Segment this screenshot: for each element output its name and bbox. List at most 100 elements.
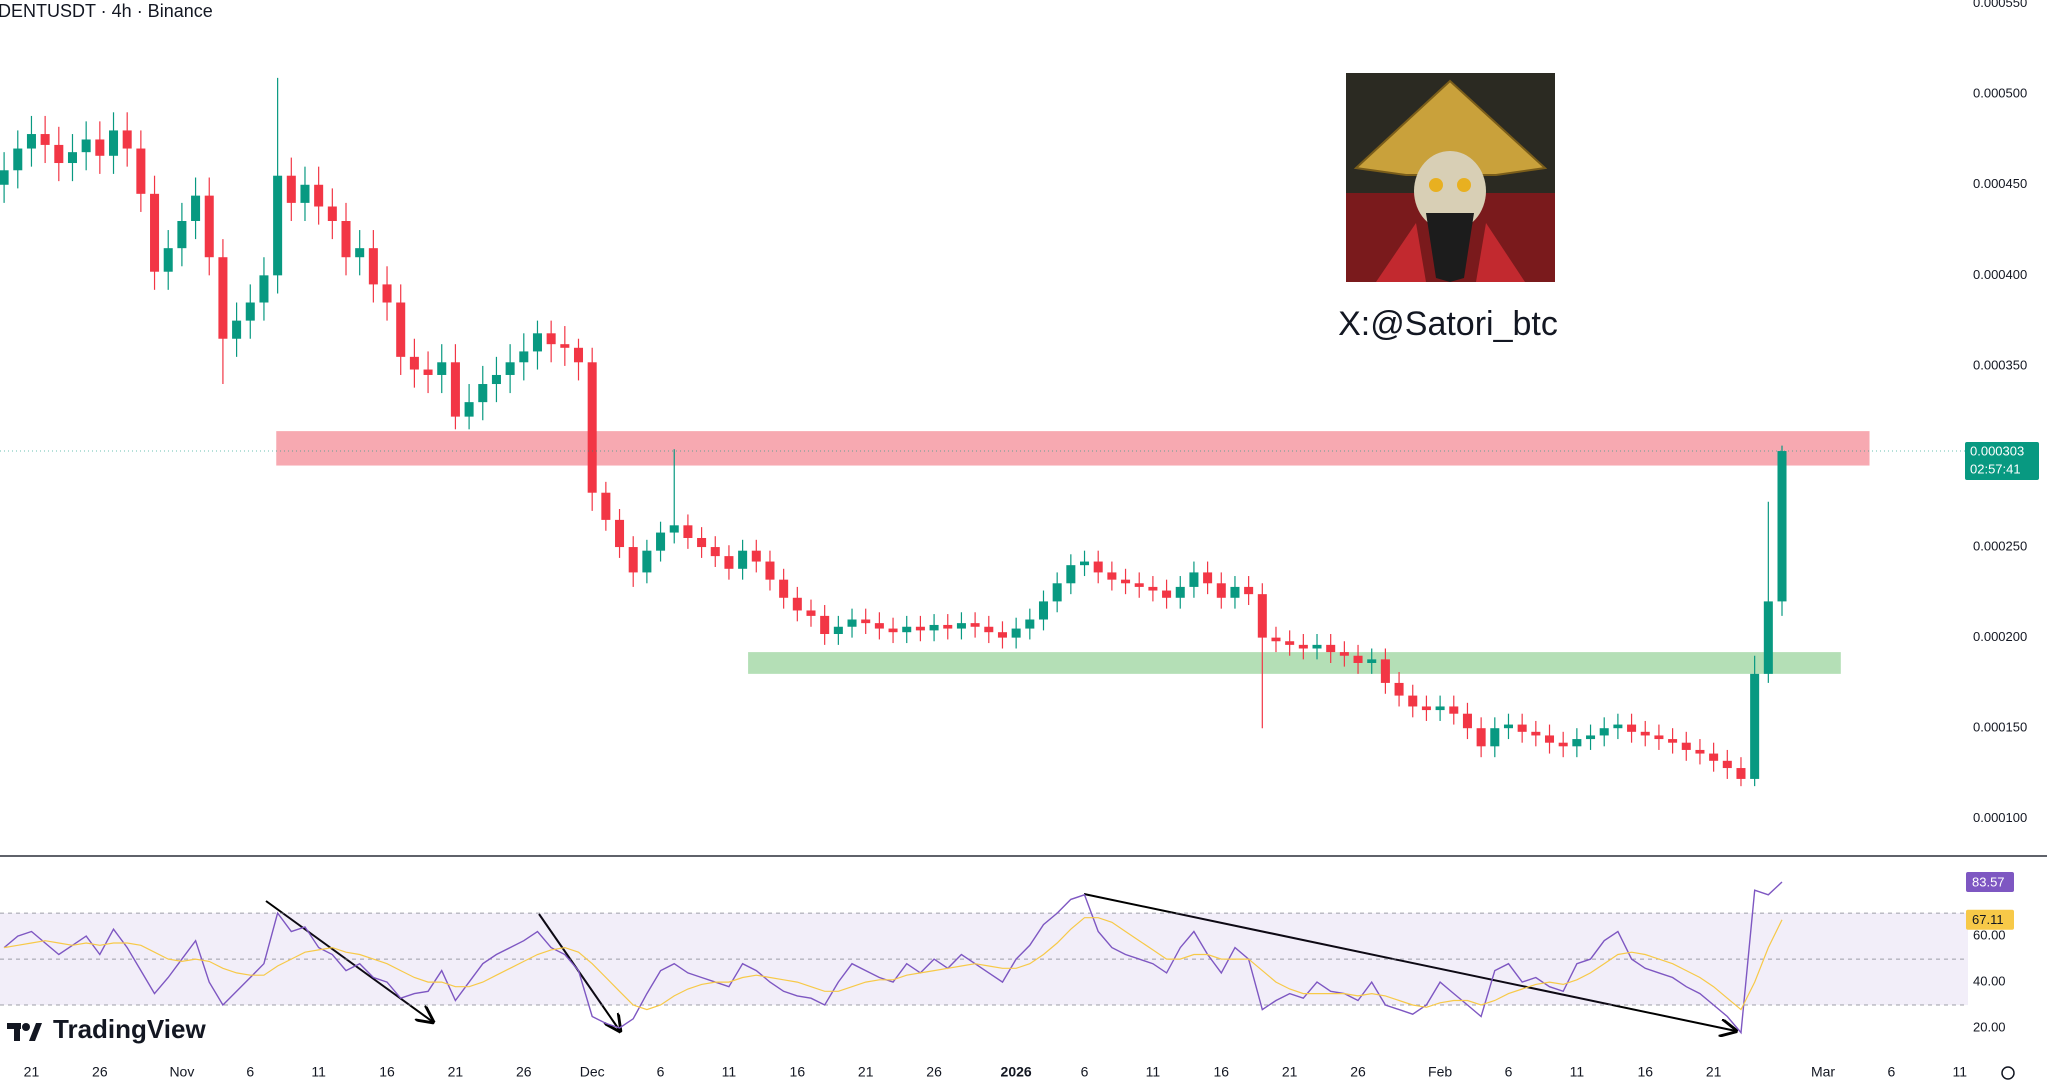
settings-icon[interactable] (2001, 1066, 2015, 1080)
candle-body (1312, 644, 1322, 649)
candle-body (1722, 760, 1732, 769)
candle-body (519, 351, 529, 363)
candle-body (792, 597, 802, 611)
candle-body (1025, 619, 1035, 629)
candle-body (1572, 739, 1582, 747)
candle-body (874, 623, 884, 629)
candle-body (697, 537, 707, 548)
candle-body (327, 206, 337, 221)
candle-body (1066, 565, 1076, 584)
candle-body (26, 134, 36, 149)
candle-body (368, 248, 378, 285)
candle-body (1175, 586, 1185, 598)
candle-body (1435, 706, 1445, 711)
candle-body (1558, 742, 1568, 747)
x-tick-label: Dec (580, 1064, 605, 1080)
candle-body (204, 195, 214, 258)
rsi-line (4, 917, 1783, 1011)
candle-body (1107, 572, 1117, 580)
candle-body (1162, 590, 1172, 598)
y-tick-label: 0.000200 (1973, 629, 2027, 644)
candle-body (546, 333, 556, 345)
candle-body (820, 615, 830, 635)
candle-body (191, 195, 201, 221)
candle-body (1257, 594, 1267, 638)
candle-body (1736, 768, 1746, 779)
candle-body (259, 275, 269, 303)
candle-body (300, 184, 310, 203)
candle-body (601, 492, 611, 520)
candle-body (13, 148, 23, 171)
candle-body (1271, 637, 1281, 642)
candle-body (1298, 644, 1308, 649)
x-tick-label: 16 (379, 1064, 395, 1080)
x-tick-label: 11 (1146, 1064, 1161, 1080)
candle-body (1627, 724, 1637, 732)
candle-body (560, 344, 570, 348)
candle-body (286, 175, 296, 203)
candle-body (136, 148, 146, 194)
candle-body (218, 257, 228, 339)
y-tick-label: 0.000400 (1973, 267, 2027, 282)
candle-body (54, 144, 64, 164)
candle-body (1668, 739, 1678, 743)
y-tick-label: 0.000500 (1973, 86, 2027, 101)
candle-body (341, 220, 351, 258)
x-tick-label: 21 (24, 1064, 40, 1080)
candle-body (861, 619, 871, 624)
layout (0, 73, 2047, 1080)
candle-body (1503, 724, 1513, 729)
candle-body (67, 152, 77, 164)
candle-body (95, 139, 105, 156)
candle-body (1490, 728, 1500, 747)
candle-body (710, 547, 720, 557)
candle-body (1517, 724, 1527, 732)
candle-body (1763, 601, 1773, 674)
candle-body (847, 619, 857, 627)
candle-body (929, 624, 939, 631)
candle-body (232, 320, 242, 339)
candle-body (1285, 641, 1295, 645)
x-tick-label: Nov (169, 1064, 194, 1080)
x-tick-label: 11 (722, 1064, 737, 1080)
candle-body (1695, 749, 1705, 754)
countdown-label: 02:57:41 (1970, 461, 2021, 476)
candle-body (437, 362, 447, 375)
y-tick-label: 0.000550 (1973, 0, 2027, 10)
x-tick-label: 26 (92, 1064, 108, 1080)
candle-body (1080, 561, 1090, 566)
candle-body (724, 556, 734, 569)
zone (276, 431, 1870, 466)
x-tick-label: 21 (1282, 1064, 1298, 1080)
candle-body (423, 369, 433, 375)
candle-body (1640, 731, 1650, 736)
x-tick-label: 6 (1081, 1064, 1089, 1080)
candle-body (779, 579, 789, 598)
candle-body (1599, 728, 1609, 736)
candle-body (150, 193, 160, 272)
candle-body (1052, 583, 1062, 602)
y-tick-label: 0.000250 (1973, 538, 2027, 553)
x-tick-label: 2026 (1001, 1064, 1032, 1080)
candle-body (1216, 583, 1226, 598)
candle-body (587, 362, 597, 493)
candle-body (1750, 673, 1760, 779)
candle-body (1326, 644, 1336, 653)
candle-body (628, 547, 638, 573)
x-tick-label: 26 (1350, 1064, 1366, 1080)
candle-body (355, 248, 365, 258)
candle-body (970, 623, 980, 627)
candle-body (382, 284, 392, 303)
rsi-value-label: 67.11 (1972, 912, 2004, 927)
candle-body (40, 134, 50, 145)
candle-body (1394, 682, 1404, 696)
x-tick-label: 11 (311, 1064, 326, 1080)
candle-body (1531, 731, 1541, 736)
candle-body (1462, 713, 1472, 729)
candle-body (751, 550, 761, 562)
candle-body (177, 220, 187, 249)
y-tick-label: 0.000100 (1973, 810, 2027, 825)
candle-body (532, 333, 542, 352)
candle-body (902, 626, 912, 633)
x-tick-label: 21 (448, 1064, 464, 1080)
